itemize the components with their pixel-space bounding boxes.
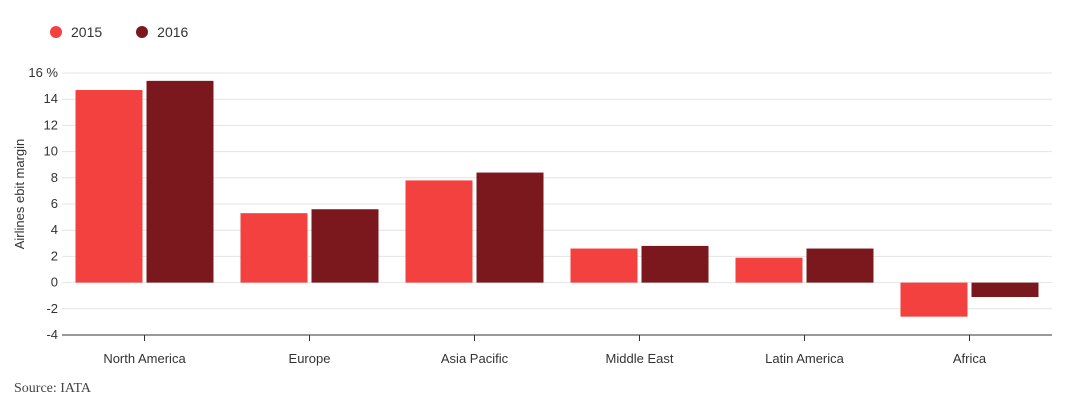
y-tick-label: 10: [44, 144, 58, 159]
legend-label-2016: 2016: [157, 24, 189, 40]
x-tick-label: Europe: [289, 351, 331, 366]
bar-2016-asia-pacific: [476, 172, 544, 283]
y-tick-label: -4: [46, 327, 58, 342]
bar-2016-europe: [311, 209, 379, 283]
x-tick-label: Middle East: [606, 351, 674, 366]
bar-2016-latin-america: [806, 248, 874, 283]
x-tick-label: Asia Pacific: [441, 351, 509, 366]
y-tick-label: 6: [51, 196, 58, 211]
source-note: Source: IATA: [14, 381, 92, 396]
bar-2015-asia-pacific: [405, 180, 473, 283]
bar-2016-middle-east: [641, 245, 709, 283]
legend-swatch-2015: [50, 26, 62, 38]
y-tick-label: 14: [44, 91, 58, 106]
bar-2015-north-america: [75, 90, 143, 283]
legend-item-2016: 2016: [136, 24, 188, 40]
y-axis-label: Airlines ebit margin: [12, 139, 27, 250]
legend-swatch-2016: [136, 26, 149, 38]
y-tick-label: 4: [51, 222, 58, 237]
bar-2015-middle-east: [570, 248, 638, 283]
legend: 2015 2016: [50, 24, 188, 40]
x-tick-label: North America: [103, 351, 186, 366]
y-tick-label: -2: [46, 301, 58, 316]
y-tick-label: 2: [51, 248, 58, 263]
x-tick-label: Latin America: [765, 351, 845, 366]
y-tick-label: 12: [44, 117, 58, 132]
y-tick-label: 0: [51, 275, 58, 290]
x-tick-label: Africa: [953, 351, 987, 366]
bar-2015-latin-america: [735, 257, 803, 283]
bar-2016-africa: [971, 282, 1039, 298]
legend-item-2015: 2015: [50, 24, 102, 40]
bar-2015-europe: [240, 213, 308, 283]
bar-2016-north-america: [146, 80, 214, 283]
bar-2015-africa: [900, 282, 968, 317]
y-tick-label: 16 %: [28, 65, 58, 80]
legend-label-2015: 2015: [71, 24, 103, 40]
y-tick-label: 8: [51, 170, 58, 185]
